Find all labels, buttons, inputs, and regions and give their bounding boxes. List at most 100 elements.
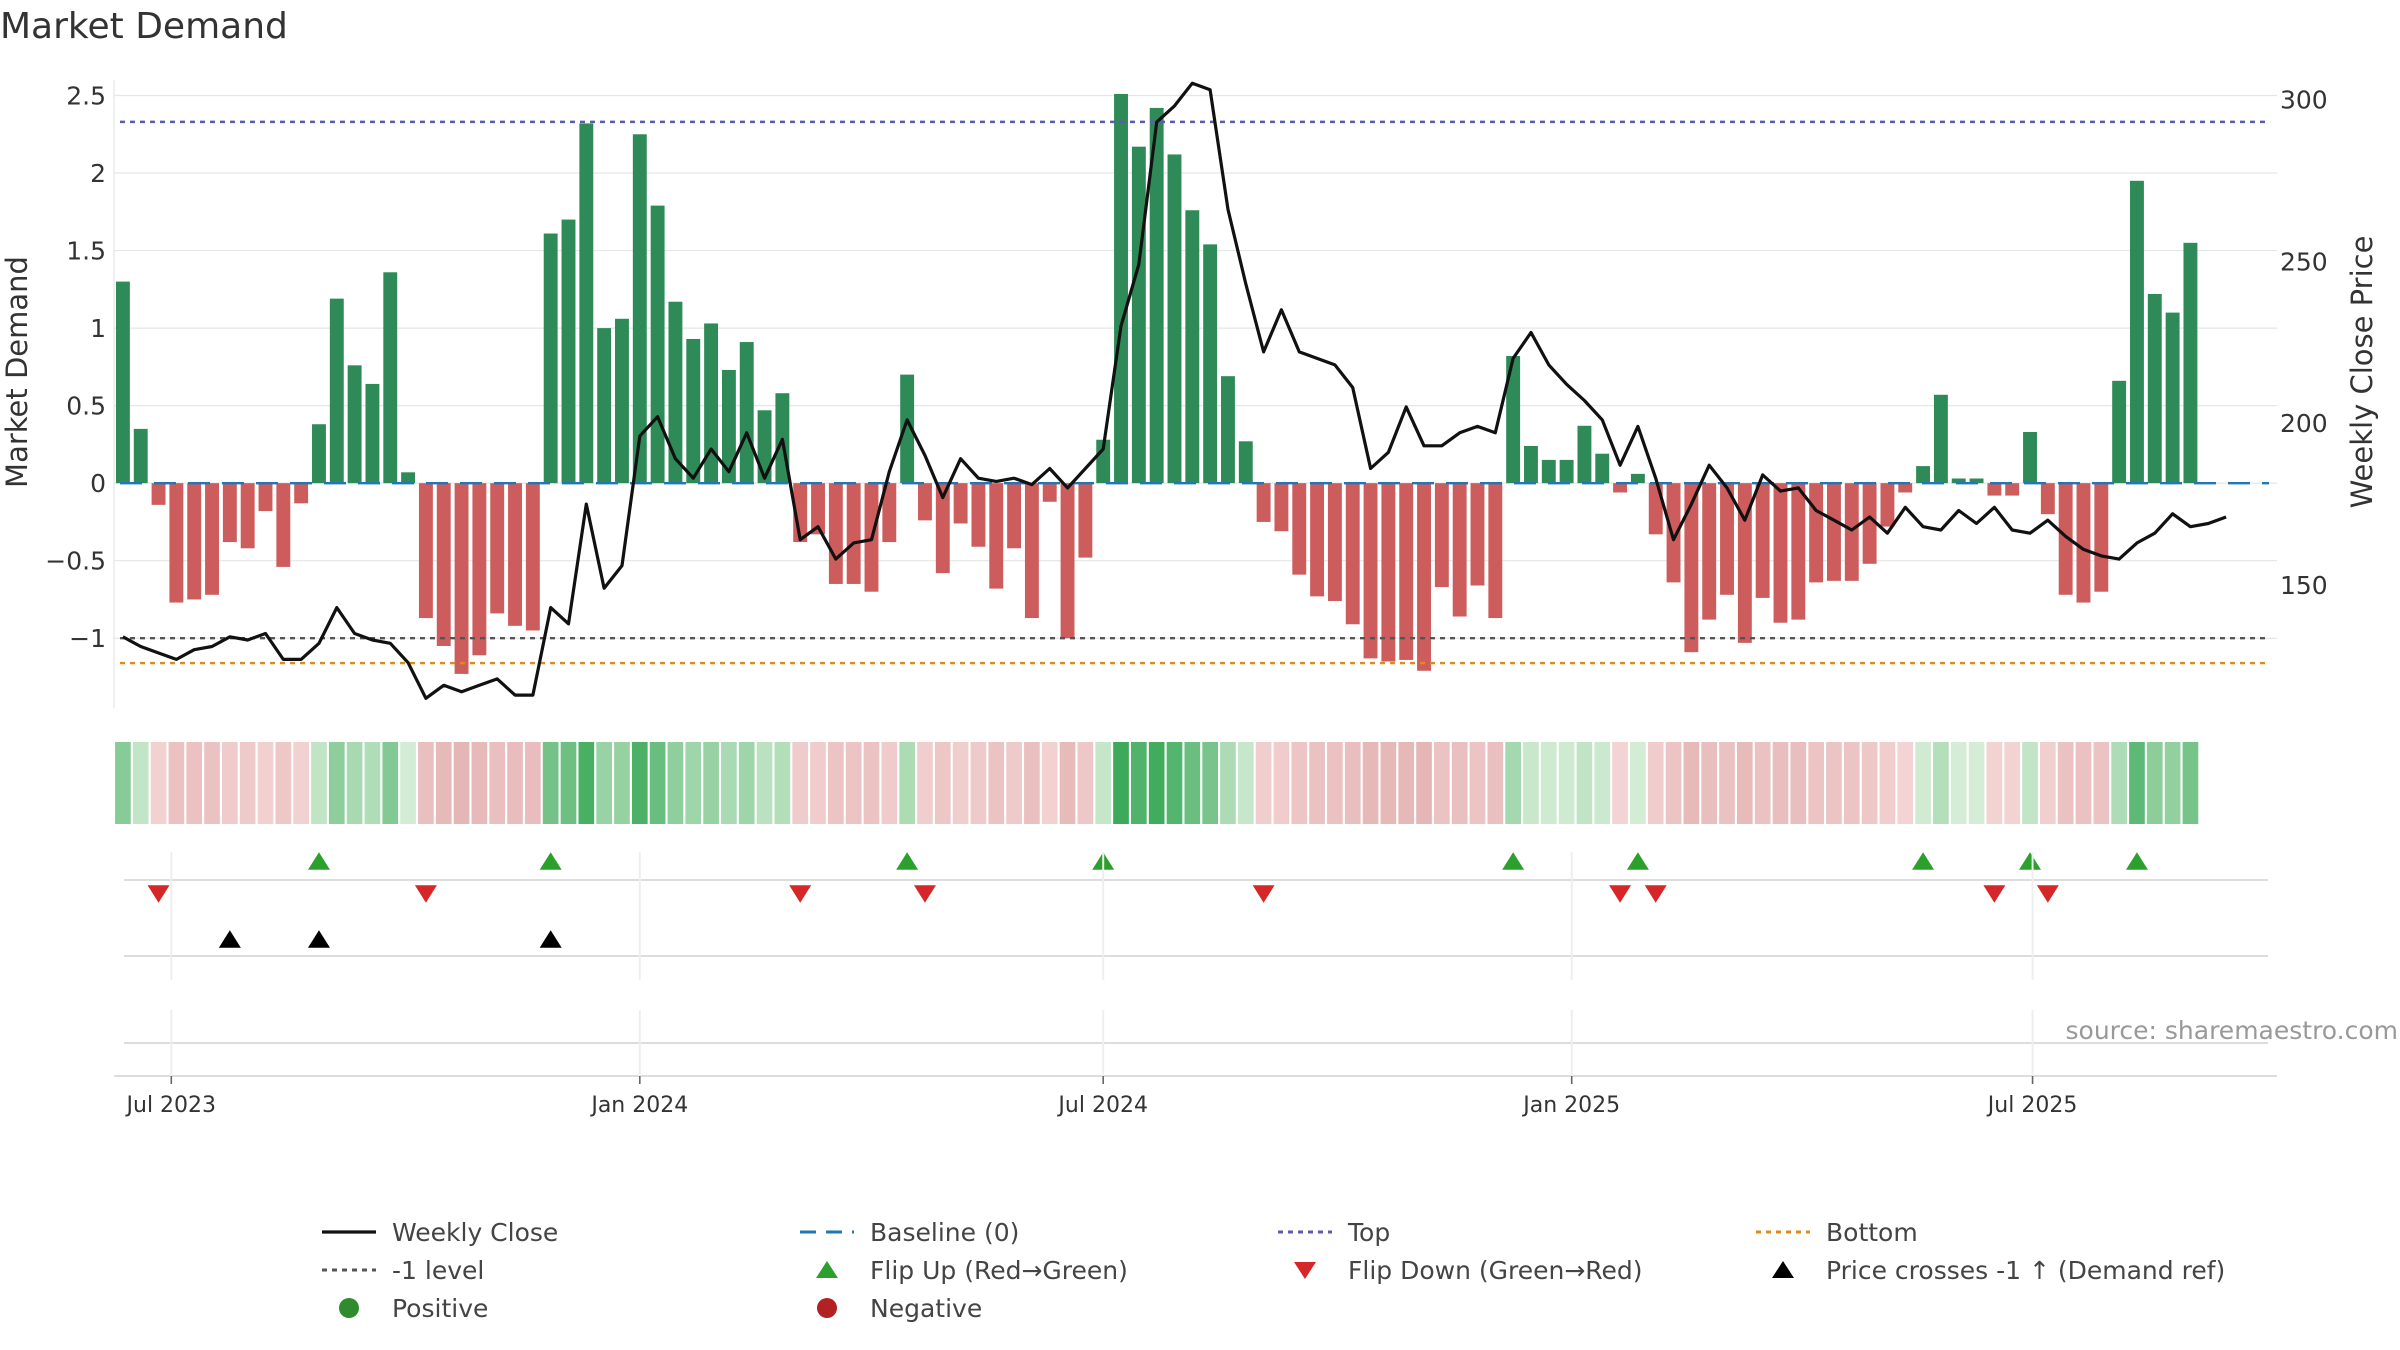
strip-cell bbox=[222, 742, 238, 824]
strip-cell bbox=[400, 742, 416, 824]
demand-bar-negative bbox=[1720, 483, 1734, 595]
strip-cell bbox=[917, 742, 933, 824]
strip-cell bbox=[1540, 742, 1557, 824]
price-cross-marker bbox=[218, 930, 241, 948]
strip-cell bbox=[1095, 742, 1112, 824]
demand-bar-negative bbox=[1363, 483, 1378, 659]
demand-bar-negative bbox=[490, 483, 505, 614]
flip-down-marker bbox=[1644, 885, 1667, 903]
legend-item-close: Weekly Close bbox=[318, 1214, 558, 1250]
demand-bar-positive bbox=[2023, 431, 2037, 484]
demand-bar-positive bbox=[1577, 425, 1592, 484]
strip-cell bbox=[2075, 742, 2092, 824]
demand-bar-negative bbox=[828, 483, 843, 584]
legend-item-flip_up: Flip Up (Red→Green) bbox=[796, 1252, 1128, 1288]
strip-cell bbox=[970, 742, 987, 824]
flip-up-marker bbox=[307, 852, 330, 870]
strip-cell bbox=[2129, 742, 2145, 824]
legend-item-flip_down: Flip Down (Green→Red) bbox=[1274, 1252, 1643, 1288]
demand-bar-negative bbox=[454, 483, 469, 674]
legend-item-neg_dot: Negative bbox=[796, 1290, 982, 1326]
strip-cell bbox=[435, 742, 452, 824]
legend-item-bottom: Bottom bbox=[1752, 1214, 1918, 1250]
legend-item-pos_dot: Positive bbox=[318, 1290, 488, 1326]
legend-symbol-minus_one bbox=[318, 1252, 380, 1288]
demand-bar-positive bbox=[383, 272, 398, 484]
y2-tick-label: 150 bbox=[2280, 571, 2328, 600]
y2-tick-label: 200 bbox=[2280, 409, 2328, 438]
strip-cell bbox=[1968, 742, 1985, 824]
demand-bar-negative bbox=[1470, 483, 1485, 586]
price-cross-marker bbox=[539, 930, 562, 948]
strip-cell bbox=[2022, 742, 2038, 824]
strip-cell bbox=[1398, 742, 1415, 824]
demand-bar-positive bbox=[561, 219, 576, 484]
demand-bar-negative bbox=[1898, 483, 1913, 493]
strip-cell bbox=[239, 742, 256, 824]
strip-cell bbox=[1897, 742, 1914, 824]
strip-cell bbox=[1523, 742, 1539, 824]
legend-label: Baseline (0) bbox=[870, 1217, 1020, 1247]
strip-cell bbox=[1915, 742, 1931, 824]
strip-cell bbox=[756, 742, 773, 824]
flip-up-marker bbox=[2019, 852, 2042, 870]
weekly-close-line bbox=[122, 81, 2227, 700]
demand-bar-positive bbox=[1506, 356, 1521, 484]
strip-cell bbox=[667, 742, 684, 824]
demand-bar-positive bbox=[597, 328, 612, 484]
strip-cell bbox=[1808, 742, 1824, 824]
strip-cell bbox=[1451, 742, 1468, 824]
demand-bar-positive bbox=[1969, 478, 1984, 484]
strip-cell bbox=[257, 742, 274, 824]
strip-cell bbox=[346, 742, 363, 824]
strip-cell bbox=[1041, 742, 1058, 824]
strip-cell bbox=[828, 742, 844, 824]
demand-bars bbox=[115, 93, 2198, 674]
y2-tick-label: 300 bbox=[2280, 85, 2328, 114]
strip-cell bbox=[471, 742, 488, 824]
demand-bar-negative bbox=[989, 483, 1004, 589]
demand-bar-negative bbox=[294, 483, 309, 504]
strip-cell bbox=[1790, 742, 1807, 824]
strip-cell bbox=[1291, 742, 1308, 824]
demand-bar-positive bbox=[2183, 242, 2198, 484]
strip-cell bbox=[1131, 742, 1147, 824]
strip-cell bbox=[1754, 742, 1771, 824]
strip-cell bbox=[1576, 742, 1593, 824]
flip-down-marker bbox=[1252, 885, 1275, 903]
demand-bar-positive bbox=[1916, 466, 1931, 484]
flip-down-marker bbox=[1609, 885, 1632, 903]
demand-bar-negative bbox=[1862, 483, 1877, 564]
strip-cell bbox=[1362, 742, 1379, 824]
demand-bar-negative bbox=[1809, 483, 1824, 583]
x-tick-label: Jul 2024 bbox=[1056, 1093, 1148, 1118]
price-cross-marker bbox=[307, 930, 330, 948]
strip-cell bbox=[1380, 742, 1397, 824]
demand-bar-negative bbox=[918, 483, 932, 521]
demand-bar-negative bbox=[2076, 483, 2091, 603]
strip-cell bbox=[1950, 742, 1967, 824]
demand-bar-negative bbox=[1702, 483, 1717, 620]
flip-up-marker bbox=[1912, 852, 1935, 870]
demand-bar-negative bbox=[1613, 483, 1628, 493]
demand-bar-negative bbox=[1381, 483, 1396, 662]
y2-axis-title: Weekly Close Price bbox=[2345, 236, 2379, 509]
strip-cell bbox=[863, 742, 880, 824]
strip-cell bbox=[792, 742, 809, 824]
strip-cell bbox=[186, 742, 203, 824]
legend-symbol-baseline bbox=[796, 1214, 858, 1250]
strip-cell bbox=[2182, 742, 2199, 824]
demand-bar-negative bbox=[240, 483, 255, 549]
demand-bar-positive bbox=[133, 428, 148, 484]
legend-item-minus_one: -1 level bbox=[318, 1252, 484, 1288]
x-tick-label: Jul 2025 bbox=[1986, 1093, 2078, 1118]
strip-cell bbox=[418, 742, 434, 824]
demand-bar-negative bbox=[205, 483, 219, 595]
demand-bar-negative bbox=[1684, 483, 1699, 653]
color-strip bbox=[115, 742, 2199, 824]
legend-symbol-flip_up bbox=[796, 1252, 858, 1288]
demand-bar-positive bbox=[1541, 459, 1556, 484]
demand-bar-negative bbox=[1399, 483, 1414, 660]
demand-bar-negative bbox=[2094, 483, 2109, 592]
demand-bar-negative bbox=[276, 483, 291, 567]
